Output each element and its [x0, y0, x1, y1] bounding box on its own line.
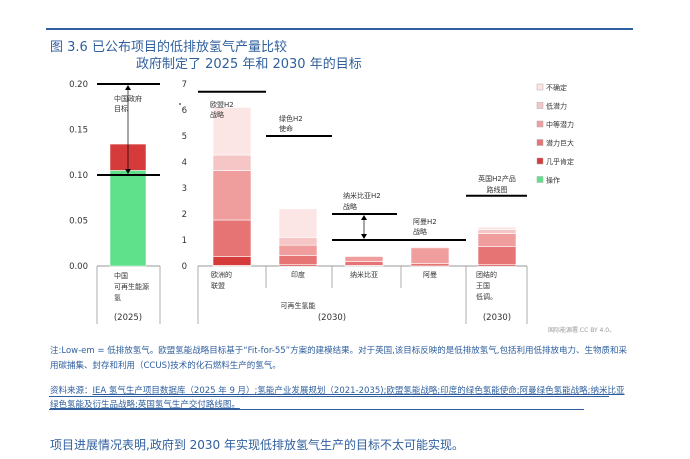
right-target-arrowhead — [361, 215, 367, 220]
right-bar-segment — [278, 208, 318, 238]
right-category-label: 团结的王国低调。 — [476, 270, 497, 301]
right-ytick-label: 4 — [182, 158, 187, 168]
right-bar-segment — [212, 154, 252, 171]
right-category-label: 欧洲的联盟 — [211, 270, 232, 290]
right-bar-segment — [410, 246, 450, 249]
left-target-arrowhead — [125, 169, 131, 174]
right-bar-segment — [278, 244, 318, 256]
right-bar-segment — [477, 246, 517, 266]
legend-swatch — [536, 176, 544, 183]
left-ytick-label: 0.15 — [69, 126, 88, 136]
left-target-label: 中国政府目标 — [114, 94, 142, 113]
legend-swatch — [536, 157, 544, 165]
right-category-label: 印度 — [291, 270, 305, 279]
left-target-arrowhead — [125, 85, 131, 90]
left-ytick-label: 0.20 — [69, 80, 88, 90]
sources-links[interactable]: IEA 氢气生产项目数据库（2025 年 9 月）;氢能产业发展规划（2021-… — [50, 386, 625, 410]
legend-label: 操作 — [546, 176, 560, 185]
chart-sources: 资料来源：IEA 氢气生产项目数据库（2025 年 9 月）;氢能产业发展规划（… — [50, 384, 630, 412]
left-ytick-label: 0.10 — [69, 171, 88, 181]
right-bar-segment — [212, 219, 252, 257]
right-target-label-eu: 欧盟H2 战略 — [210, 100, 234, 119]
sources-prefix: 资料来源： — [50, 386, 93, 396]
legend-swatch — [536, 102, 544, 109]
chart-note: 注:Low-em = 低排放氢气。欧盟氢能战略目标基于“Fit-for-55”方… — [50, 346, 627, 371]
right-bar-segment — [278, 255, 318, 266]
legend-label: 不确定 — [546, 83, 567, 92]
right-group-label: (2030) — [318, 313, 346, 323]
figure-title: 图 3.6 已公布项目的低排放氢气产量比较 — [50, 40, 287, 55]
right-target-label-namibia: 纳米比亚H2 战略 — [343, 191, 381, 211]
legend-swatch — [536, 139, 544, 146]
right-ytick-label: 6 — [182, 106, 187, 116]
right-bar-segment — [344, 256, 384, 262]
sources-underline — [49, 396, 609, 397]
right-target-label-uk: 英国H2产品路线图 — [478, 174, 516, 194]
right-ytick-label: 5 — [182, 132, 187, 142]
right-bar-segment — [212, 256, 252, 266]
right-category-axis-label: 可再生氢能 — [281, 301, 316, 310]
right-bar-segment — [344, 261, 384, 266]
sources-underline — [49, 409, 584, 410]
legend-swatch — [536, 83, 544, 91]
left-group-label: (2025) — [114, 313, 142, 323]
left-ytick-label: 0.05 — [69, 217, 88, 227]
right-bar-segment — [477, 229, 517, 234]
left-category-label: 中国可再生能源氢 — [114, 271, 149, 302]
right-bar-segment — [410, 247, 450, 264]
decorative-dot — [179, 103, 181, 105]
legend-label: 潜力巨大 — [546, 139, 574, 148]
conclusion-text: 项目进展情况表明,政府到 2030 年实现低排放氢气生产的目标不太可能实现。 — [50, 438, 464, 452]
right-ytick-label: 2 — [182, 210, 187, 220]
right-category-label: 阿曼 — [423, 270, 437, 279]
right-bar-segment — [212, 107, 252, 156]
right-bar-segment — [344, 255, 384, 257]
legend-label: 低潜力 — [546, 102, 567, 111]
right-bar-segment — [410, 263, 450, 267]
left-ytick-label: 0.00 — [69, 262, 88, 272]
right-ytick-label: 7 — [182, 80, 187, 90]
legend-label: 几乎肯定 — [546, 157, 574, 166]
right-target-arrowhead — [361, 234, 367, 239]
right-bar-segment — [212, 170, 252, 221]
top-rule — [46, 28, 633, 30]
right-target-label-oman: 阿曼H2 战略 — [413, 217, 437, 236]
right-ytick-label: 3 — [182, 184, 187, 194]
right-group-label: (2030) — [483, 313, 511, 323]
legend-label: 中等潜力 — [546, 120, 574, 129]
right-bar-segment — [477, 226, 517, 230]
right-bar-segment — [278, 237, 318, 246]
right-target-label-india: 绿色H2 使命 — [279, 114, 303, 133]
right-category-label: 纳米比亚 — [350, 270, 378, 279]
right-ytick-label: 0 — [182, 262, 187, 272]
figure-subtitle: 政府制定了 2025 年和 2030 年的目标 — [136, 57, 362, 72]
right-ytick-label: 1 — [182, 236, 187, 246]
right-bar-segment — [477, 233, 517, 247]
legend-swatch — [536, 120, 544, 128]
left-bar-segment — [109, 170, 147, 267]
chart-credit: 国际能源署.CC BY 4.0。 — [548, 327, 616, 334]
